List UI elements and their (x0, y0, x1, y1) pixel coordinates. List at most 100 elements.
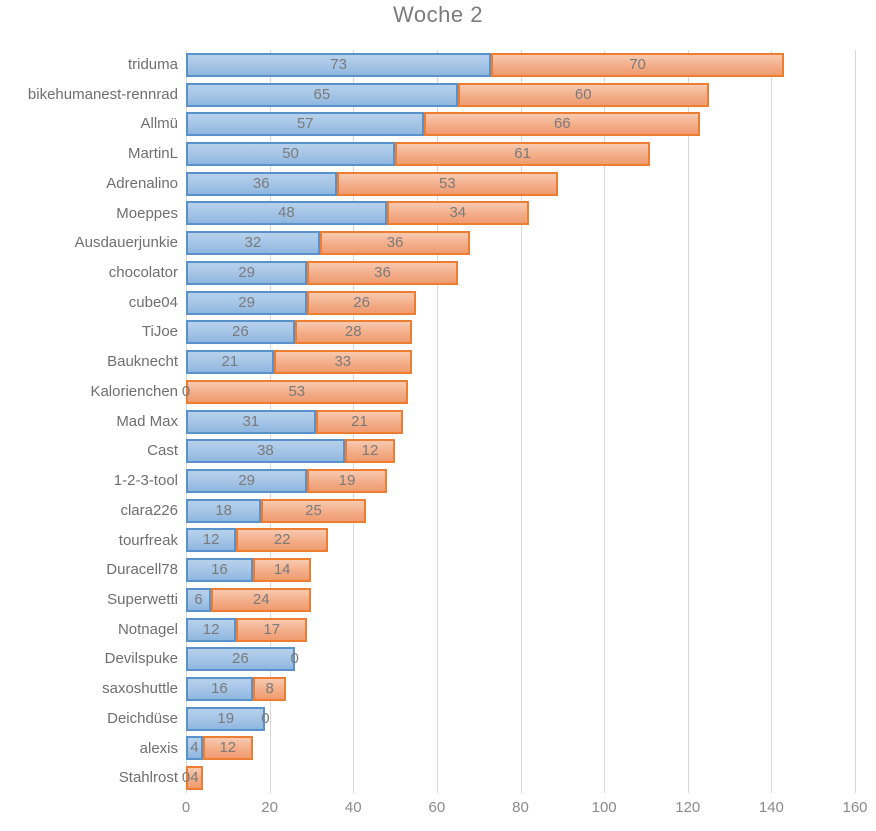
category-label: saxoshuttle (102, 680, 178, 698)
bar-value-label: 25 (305, 501, 322, 519)
bar-value-label: 22 (273, 531, 291, 549)
orange-bar-segment (252, 676, 287, 701)
gridline (855, 50, 856, 793)
bar-value-label: 60 (574, 85, 592, 103)
orange-bar-segment (202, 736, 253, 761)
orange-bar-segment (252, 558, 312, 583)
blue-bar-segment (186, 409, 316, 434)
blue-bar-segment (186, 142, 396, 167)
bar-value-label: 6 (194, 590, 203, 608)
bar-value-label: 21 (351, 412, 368, 430)
bar-value-label: 29 (238, 293, 255, 311)
orange-bar-segment (294, 320, 412, 345)
bar-value-label: 16 (211, 561, 228, 579)
bar-value-label: 32 (244, 234, 262, 252)
category-label: triduma (127, 56, 178, 73)
bar-value-label: 18 (215, 501, 232, 519)
bar-value-label: 0 (290, 650, 299, 668)
bar-value-label: 0 (181, 382, 191, 400)
category-labels: triduma bikehumanest-rennrad Allmü MartinL A… (0, 50, 178, 793)
category-label: bikehumanest-rennrad (27, 85, 178, 103)
blue-bar-segment (186, 558, 253, 583)
bar-row: 57 66 (186, 112, 855, 137)
bar-row: 38 12 (186, 439, 855, 464)
bar-value-label: 19 (338, 471, 356, 489)
orange-bar-segment (336, 171, 559, 196)
bar-value-label: 61 (514, 145, 531, 163)
category-label: Mad Max (116, 412, 178, 430)
bar-row: 31 21 (186, 409, 855, 434)
category-label: Superwetti (107, 590, 178, 608)
orange-bar-segment (386, 201, 529, 226)
bar-value-label: 26 (232, 323, 249, 341)
orange-bar-segment (307, 468, 387, 493)
orange-bar-segment (307, 290, 416, 315)
x-tick-label: 140 (758, 799, 784, 816)
bar-row: 65 60 (186, 82, 855, 107)
bar-value-label: 24 (252, 590, 270, 608)
gridline (604, 50, 606, 793)
plot-area: 73 70 65 60 57 66 50 61 36 53 48 34 32 36 29 36 29 26 26 28… (182, 50, 856, 793)
bar-value-label: 57 (296, 115, 314, 133)
category-label: Stahlrost (118, 769, 178, 787)
gridline (520, 50, 522, 793)
bar-value-label: 26 (353, 293, 370, 311)
bar-value-label: 29 (238, 471, 255, 489)
bar-value-label: 4 (190, 739, 199, 757)
blue-bar-segment (186, 587, 212, 612)
category-label: alexis (139, 739, 178, 757)
bar-value-label: 12 (219, 739, 237, 757)
bar-value-label: 8 (265, 679, 274, 697)
bar-value-label: 12 (202, 620, 220, 638)
bar-value-label: 66 (553, 115, 571, 133)
bar-value-label: 19 (217, 709, 235, 727)
bar-value-label: 0 (261, 709, 270, 727)
category-label: MartinL (127, 145, 178, 163)
category-label: Kalorienchen (90, 382, 178, 400)
bar-value-label: 34 (449, 204, 467, 222)
orange-bar-segment (211, 587, 312, 612)
bar-value-label: 12 (361, 442, 379, 460)
category-label: Moeppes (116, 204, 178, 222)
bar-value-label: 65 (313, 85, 331, 103)
bar-value-label: 31 (242, 412, 260, 430)
bar-value-label: 21 (221, 353, 239, 371)
bar-value-label: 28 (344, 323, 362, 341)
bar-row: 29 26 (186, 290, 855, 315)
bar-row: 73 70 (186, 52, 855, 77)
blue-bar-segment (186, 320, 295, 345)
blue-bar-segment (186, 171, 337, 196)
blue-bar-segment (186, 260, 308, 285)
orange-bar-segment (186, 379, 408, 404)
bar-value-label: 16 (211, 679, 228, 697)
bar-value-label: 48 (278, 204, 295, 222)
bar-row: 12 22 (186, 528, 855, 553)
category-label: chocolator (108, 264, 178, 282)
bar-row: 6 24 (186, 587, 855, 612)
bar-row: 18 25 (186, 498, 855, 523)
category-label: Cast (147, 442, 178, 460)
blue-bar-segment (186, 52, 492, 77)
orange-bar-segment (315, 409, 404, 434)
category-label: Adrenalino (106, 174, 178, 192)
blue-bar-segment (186, 290, 308, 315)
blue-bar-segment (186, 498, 262, 523)
orange-bar-segment (236, 528, 329, 553)
orange-bar-segment (236, 617, 308, 642)
blue-bar-segment (186, 676, 253, 701)
bar-row: 4 12 (186, 736, 855, 761)
orange-bar-segment (344, 439, 396, 464)
bar-value-label: 36 (374, 263, 391, 281)
blue-bar-segment (186, 617, 237, 642)
gridline (771, 50, 773, 793)
category-label: TiJoe (141, 323, 178, 341)
bar-value-label: 38 (257, 442, 274, 460)
category-label: Allmü (140, 115, 178, 133)
category-label: Bauknecht (107, 353, 178, 371)
bar-row: 26 0 (186, 647, 855, 672)
bar-value-label: 36 (252, 174, 270, 192)
orange-bar-segment (319, 231, 471, 256)
orange-bar-segment (491, 52, 784, 77)
